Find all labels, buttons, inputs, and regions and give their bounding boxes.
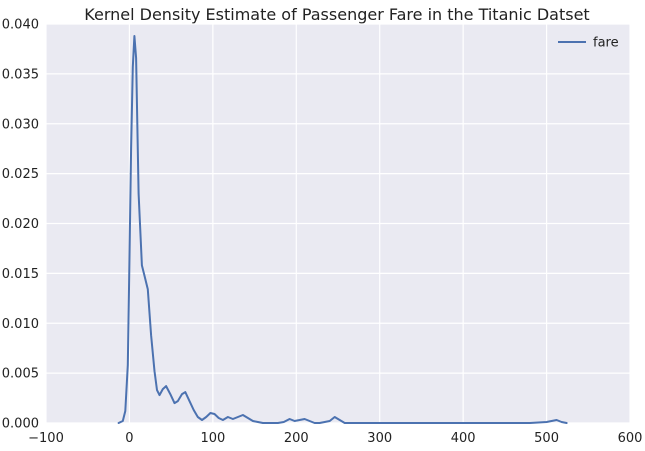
y-axis-ticks: 0.000 0.005 0.010 0.015 0.020 0.025 0.030 0.035…: [2, 18, 39, 432]
x-tick-label: 200: [284, 431, 309, 446]
chart-title: Kernel Density Estimate of Passenger Far…: [84, 5, 589, 24]
x-tick-label: −100: [28, 431, 64, 446]
y-tick-label: 0.040: [2, 18, 39, 33]
y-tick-label: 0.035: [2, 67, 39, 82]
x-tick-label: 300: [367, 431, 392, 446]
y-tick-label: 0.025: [2, 167, 39, 182]
y-tick-label: 0.015: [2, 267, 39, 282]
y-tick-label: 0.020: [2, 217, 39, 232]
y-tick-label: 0.000: [2, 417, 39, 432]
x-tick-label: 600: [618, 431, 643, 446]
x-axis-ticks: −100 0 100 200 300 400 500 600: [28, 431, 642, 446]
legend-label: fare: [593, 36, 619, 51]
series-line-fare: [117, 35, 568, 424]
y-tick-label: 0.005: [2, 367, 39, 382]
y-tick-label: 0.010: [2, 317, 39, 332]
x-tick-label: 100: [200, 431, 225, 446]
x-tick-label: 0: [125, 431, 133, 446]
x-tick-label: 500: [534, 431, 559, 446]
series-lines: [117, 35, 568, 424]
y-tick-label: 0.030: [2, 117, 39, 132]
grid-lines: [45, 23, 631, 424]
legend: fare: [558, 36, 619, 51]
x-tick-label: 400: [451, 431, 476, 446]
